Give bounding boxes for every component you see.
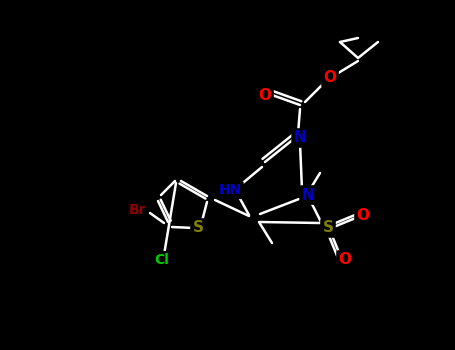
Text: HN: HN <box>218 183 242 197</box>
Text: O: O <box>357 208 369 223</box>
Text: O: O <box>258 88 272 103</box>
Text: N: N <box>293 131 306 146</box>
Text: O: O <box>324 70 337 85</box>
Text: O: O <box>339 252 352 267</box>
Text: S: S <box>192 220 203 236</box>
Text: S: S <box>323 220 334 236</box>
Text: Br: Br <box>129 203 147 217</box>
Text: N: N <box>302 188 314 203</box>
Text: Cl: Cl <box>155 253 169 267</box>
